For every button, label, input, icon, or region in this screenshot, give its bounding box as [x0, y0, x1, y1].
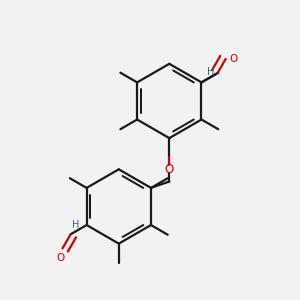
Text: H: H — [72, 220, 80, 230]
Text: O: O — [57, 253, 65, 263]
Text: O: O — [165, 163, 174, 176]
Text: H: H — [206, 67, 214, 77]
Text: O: O — [230, 54, 238, 64]
